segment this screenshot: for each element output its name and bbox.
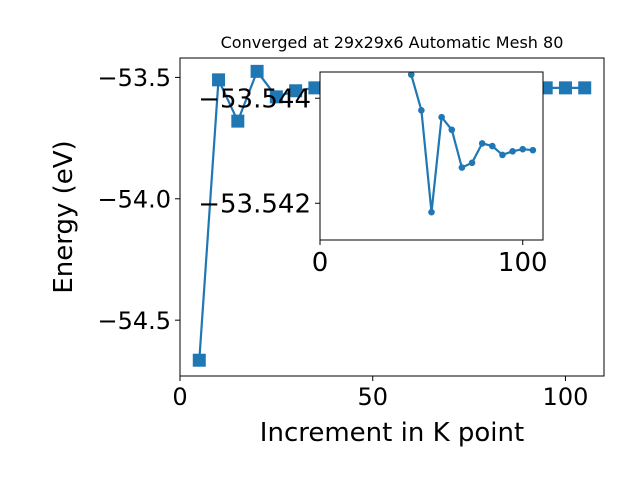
inset-markers xyxy=(407,71,537,216)
inset-data-point xyxy=(458,164,466,171)
main-data-point xyxy=(289,84,303,98)
main-x-tick-label: 0 xyxy=(172,383,187,411)
inset-data-point xyxy=(438,113,445,121)
inset-data-point xyxy=(519,145,527,153)
main-plot-frame xyxy=(179,57,605,377)
inset-data-point xyxy=(418,107,425,114)
main-y-tick-label: −54.0 xyxy=(97,185,171,213)
main-y-tick-label: −54.5 xyxy=(97,307,171,335)
inset-plot-frame xyxy=(319,71,544,241)
inset-data-point xyxy=(428,208,435,216)
inset-y-tick-label: −53.542 xyxy=(198,190,311,220)
main-y-axis: −54.5 −54.0 −53.5 xyxy=(97,64,180,335)
inset-data-point xyxy=(407,71,415,78)
main-y-tick-label: −53.5 xyxy=(97,64,171,92)
inset-data-point xyxy=(478,140,486,147)
chart-title: Converged at 29x29x6 Automatic Mesh 80 xyxy=(221,33,564,52)
main-data-point xyxy=(212,73,226,87)
y-axis-label: Energy (eV) xyxy=(49,140,79,293)
main-data-point xyxy=(231,114,245,128)
main-data-point xyxy=(308,81,322,95)
inset-data-point xyxy=(499,151,506,159)
inset-y-axis: −53.542 −53.544 xyxy=(198,85,320,220)
x-axis-label: Increment in K point xyxy=(260,418,524,448)
inset-data-point xyxy=(448,126,456,134)
main-x-tick-label: 50 xyxy=(357,383,388,411)
main-data-point xyxy=(269,90,283,104)
main-data-point xyxy=(578,81,592,95)
main-data-point xyxy=(192,353,206,367)
inset-plot: 0 100 −53.542 −53.544 xyxy=(198,71,548,278)
inset-x-tick-label: 100 xyxy=(498,248,548,278)
inset-data-point xyxy=(489,142,496,150)
main-x-axis: 0 50 100 xyxy=(172,376,588,411)
inset-data-point xyxy=(509,147,516,155)
main-data-point xyxy=(558,81,572,95)
inset-y-tick-label: −53.544 xyxy=(198,85,311,115)
inset-x-tick-label: 0 xyxy=(312,248,329,278)
inset-data-point xyxy=(468,159,476,167)
main-data-point xyxy=(250,64,264,78)
inset-x-axis: 0 100 xyxy=(312,240,548,278)
inset-data-point xyxy=(529,146,537,154)
main-x-tick-label: 100 xyxy=(543,383,589,411)
